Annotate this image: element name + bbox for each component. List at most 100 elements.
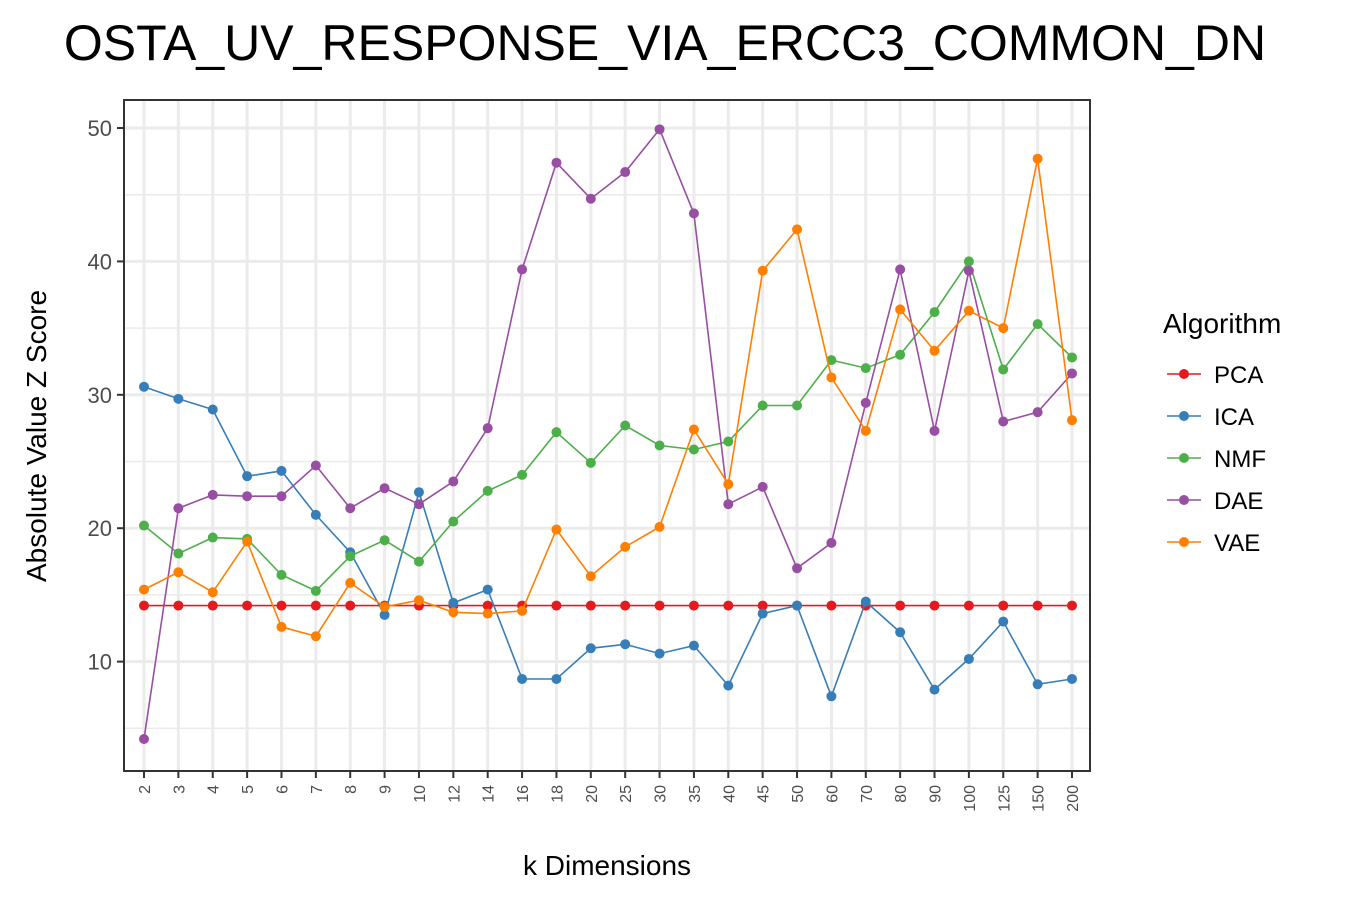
data-point-nmf bbox=[310, 585, 321, 596]
data-point-nmf bbox=[860, 363, 871, 374]
data-point-nmf bbox=[345, 551, 356, 562]
data-point-ica bbox=[448, 597, 459, 608]
data-point-dae bbox=[413, 499, 424, 510]
x-tick-label: 90 bbox=[928, 785, 945, 803]
x-tick-label: 12 bbox=[446, 785, 463, 803]
data-point-ica bbox=[620, 639, 631, 650]
data-point-dae bbox=[242, 491, 253, 502]
data-point-pca bbox=[654, 600, 665, 611]
data-point-ica bbox=[723, 680, 734, 691]
data-point-pca bbox=[895, 600, 906, 611]
data-point-nmf bbox=[654, 440, 665, 451]
data-point-vae bbox=[620, 541, 631, 552]
y-tick-label: 50 bbox=[88, 116, 112, 141]
data-point-vae bbox=[757, 265, 768, 276]
data-point-dae bbox=[482, 423, 493, 434]
y-axis-title: Absolute Value Z Score bbox=[21, 290, 52, 582]
data-point-pca bbox=[207, 600, 218, 611]
legend-label-dae: DAE bbox=[1214, 488, 1263, 515]
x-tick-label: 35 bbox=[687, 785, 704, 803]
legend-key-point-ica bbox=[1179, 411, 1189, 421]
data-point-pca bbox=[620, 600, 631, 611]
data-point-nmf bbox=[173, 548, 184, 559]
data-point-pca bbox=[1032, 600, 1043, 611]
data-point-dae bbox=[310, 460, 321, 471]
data-point-dae bbox=[517, 264, 528, 275]
legend-key-point-vae bbox=[1179, 537, 1189, 547]
data-point-vae bbox=[482, 608, 493, 619]
series-line-nmf bbox=[143, 259, 1073, 592]
x-axis-title: k Dimensions bbox=[523, 850, 691, 881]
data-point-pca bbox=[585, 600, 596, 611]
data-point-vae bbox=[413, 595, 424, 606]
x-tick-label: 25 bbox=[618, 785, 635, 803]
data-point-ica bbox=[792, 600, 803, 611]
data-point-ica bbox=[688, 640, 699, 651]
y-tick-label: 30 bbox=[88, 383, 112, 408]
chart-title: OSTA_UV_RESPONSE_VIA_ERCC3_COMMON_DN bbox=[64, 15, 1266, 71]
x-tick-label: 150 bbox=[1031, 785, 1048, 812]
x-tick-label: 16 bbox=[515, 785, 532, 803]
data-point-ica bbox=[139, 381, 149, 392]
data-point-pca bbox=[310, 600, 321, 611]
data-point-pca bbox=[345, 600, 356, 611]
data-point-vae bbox=[448, 607, 459, 618]
x-tick-label: 40 bbox=[721, 785, 738, 803]
data-point-pca bbox=[963, 600, 974, 611]
data-point-nmf bbox=[482, 485, 493, 496]
data-point-ica bbox=[963, 653, 974, 664]
data-point-nmf bbox=[207, 532, 218, 543]
data-point-pca bbox=[242, 600, 253, 611]
data-point-ica bbox=[1067, 673, 1077, 684]
data-point-nmf bbox=[895, 349, 906, 360]
data-point-vae bbox=[963, 305, 974, 316]
data-point-vae bbox=[173, 567, 184, 578]
data-point-ica bbox=[482, 584, 493, 595]
legend-label-pca: PCA bbox=[1214, 362, 1263, 389]
y-tick-label: 20 bbox=[88, 516, 112, 541]
data-point-nmf bbox=[792, 400, 803, 411]
data-point-vae bbox=[242, 536, 253, 547]
data-point-nmf bbox=[139, 520, 149, 531]
data-point-dae bbox=[723, 499, 734, 510]
data-point-pca bbox=[139, 600, 149, 611]
data-point-vae bbox=[929, 345, 940, 356]
data-point-vae bbox=[276, 621, 287, 632]
data-point-nmf bbox=[723, 436, 734, 447]
data-point-vae bbox=[723, 479, 734, 490]
data-point-vae bbox=[345, 577, 356, 588]
x-tick-label: 20 bbox=[584, 785, 601, 803]
data-point-pca bbox=[1067, 600, 1077, 611]
x-tick-label: 10 bbox=[412, 785, 429, 803]
data-point-dae bbox=[998, 416, 1009, 427]
x-tick-label: 60 bbox=[824, 785, 841, 803]
data-point-dae bbox=[792, 563, 803, 574]
data-point-nmf bbox=[1067, 352, 1077, 363]
data-point-pca bbox=[826, 600, 837, 611]
data-point-pca bbox=[723, 600, 734, 611]
x-tick-label: 7 bbox=[309, 785, 326, 794]
data-point-ica bbox=[276, 465, 287, 476]
data-point-dae bbox=[173, 503, 184, 514]
data-point-dae bbox=[654, 124, 665, 135]
data-point-ica bbox=[310, 509, 321, 520]
data-point-dae bbox=[207, 489, 218, 500]
data-point-nmf bbox=[826, 355, 837, 366]
data-point-vae bbox=[310, 631, 321, 642]
legend-label-nmf: NMF bbox=[1214, 446, 1266, 473]
data-point-vae bbox=[551, 524, 562, 535]
data-point-ica bbox=[242, 471, 253, 482]
y-tick-label: 40 bbox=[88, 249, 112, 274]
data-point-dae bbox=[276, 491, 287, 502]
data-point-dae bbox=[551, 157, 562, 168]
data-point-vae bbox=[1032, 153, 1043, 164]
data-point-nmf bbox=[963, 256, 974, 267]
series-layer bbox=[139, 124, 1077, 744]
data-point-pca bbox=[688, 600, 699, 611]
data-point-vae bbox=[895, 304, 906, 315]
data-point-vae bbox=[139, 584, 149, 595]
data-point-pca bbox=[276, 600, 287, 611]
data-point-dae bbox=[139, 733, 149, 744]
data-point-dae bbox=[345, 503, 356, 514]
